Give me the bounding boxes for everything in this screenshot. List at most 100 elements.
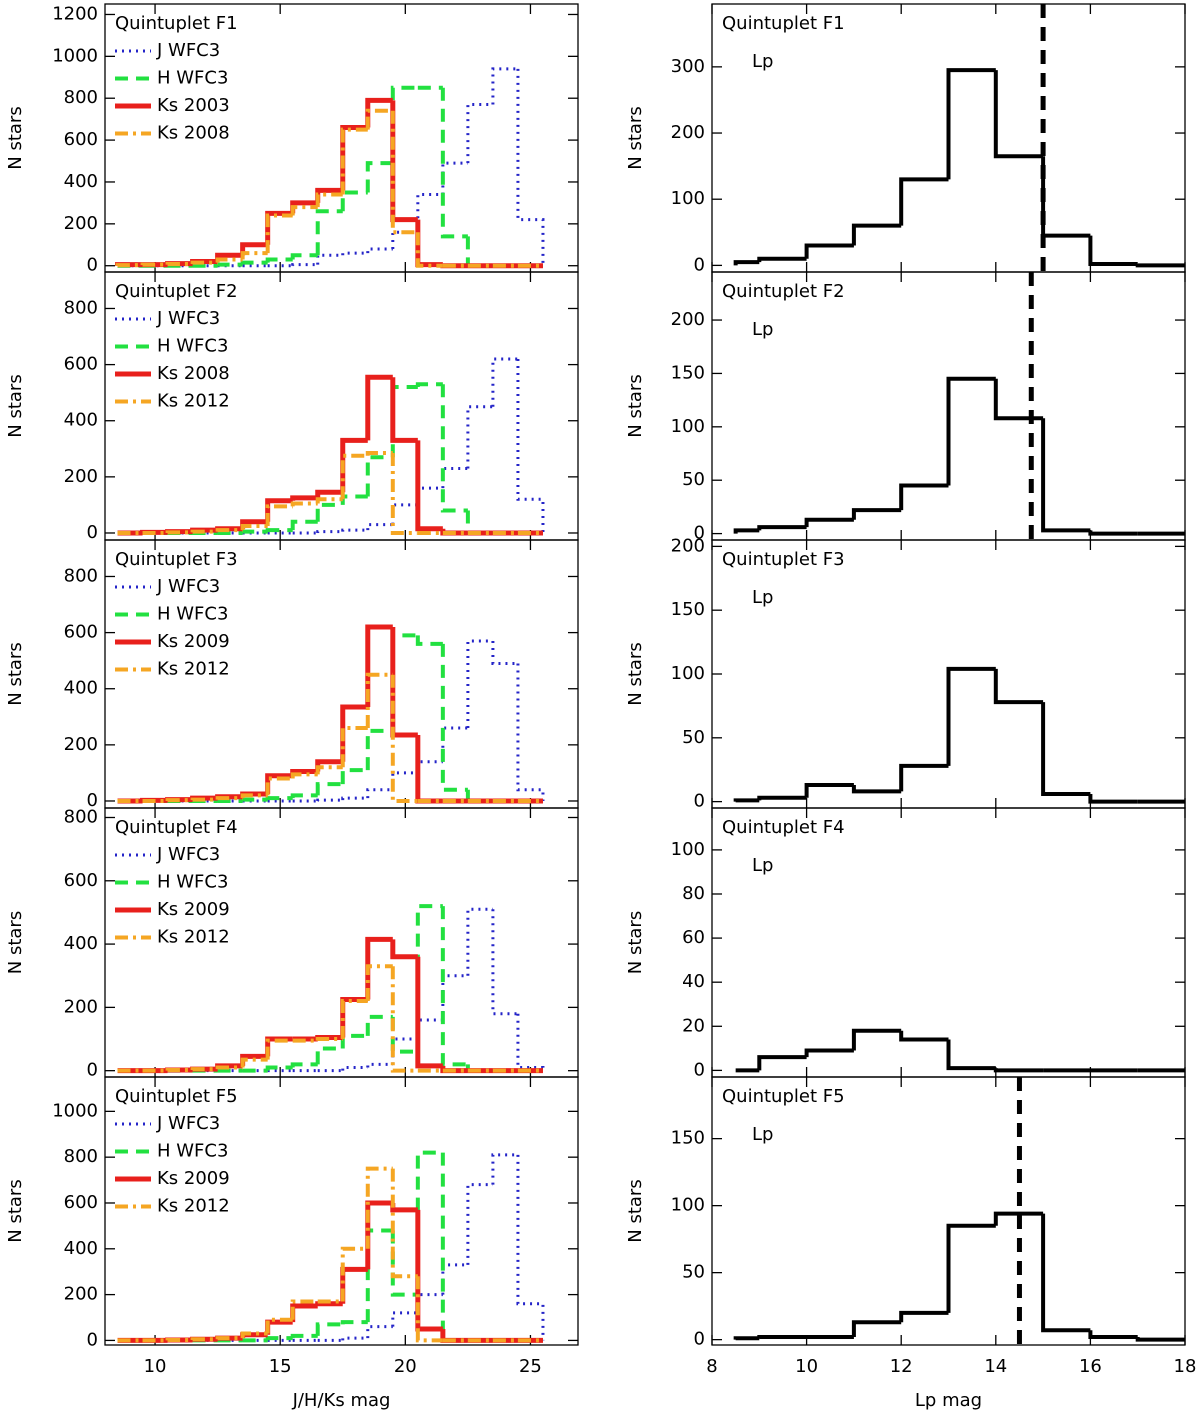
histogram-bin (993, 668, 1044, 705)
histogram-bin (946, 666, 996, 766)
histogram-bin (491, 357, 518, 407)
histogram-bin (265, 213, 293, 254)
panel-title: Quintuplet F1 (115, 13, 238, 34)
x-tick-label: 18 (1174, 1356, 1197, 1377)
y-tick-label: 400 (64, 410, 98, 431)
histogram-bin (391, 230, 418, 249)
y-tick-label: 400 (64, 678, 98, 699)
histogram-bin (441, 726, 468, 762)
histogram-bin (366, 1325, 393, 1339)
histogram-bin (290, 253, 318, 260)
y-tick-label: 600 (64, 354, 98, 375)
histogram-bin (466, 405, 493, 469)
histogram-bin (315, 489, 343, 498)
histogram-bin (365, 374, 393, 441)
histogram-bin (899, 1030, 949, 1042)
histogram-bin (390, 633, 418, 731)
histogram-bin (946, 68, 996, 180)
y-axis-label: N stars (5, 106, 26, 169)
histogram-bin (215, 1336, 243, 1341)
histogram-bin (993, 378, 1044, 421)
histogram-bin (365, 1228, 393, 1323)
histogram-bin (366, 1062, 393, 1068)
y-tick-label: 200 (671, 122, 705, 143)
histogram-bin (441, 161, 468, 195)
histogram-bin (441, 466, 468, 489)
legend-label: Ks 2003 (157, 95, 230, 116)
histogram-bin (851, 785, 902, 794)
panel-title: Quintuplet F4 (115, 817, 238, 838)
histogram-bin (851, 223, 902, 246)
histogram-bin (516, 1013, 545, 1071)
legend-label: Ks 2008 (157, 363, 230, 384)
histogram-bin (390, 385, 418, 458)
histogram-bin (190, 1067, 218, 1072)
y-tick-label: 0 (694, 791, 705, 812)
histogram-bin (290, 519, 318, 531)
histogram-bin (340, 437, 368, 493)
y-axis-label: N stars (5, 911, 26, 974)
histogram-bin (341, 528, 368, 532)
y-tick-label: 400 (64, 933, 98, 954)
histogram-bin (340, 704, 368, 762)
histogram-bin (365, 964, 393, 1002)
histogram-bin (416, 486, 443, 505)
histogram-bin (290, 495, 318, 501)
y-tick-label: 40 (682, 971, 705, 992)
histogram-bin (733, 798, 760, 803)
x-tick-label: 10 (795, 1356, 818, 1377)
histogram-bin (315, 1301, 343, 1307)
histogram-bin (215, 528, 243, 533)
histogram-bin (240, 797, 268, 802)
histogram-bin (365, 455, 393, 497)
histogram-bin (733, 528, 760, 534)
histogram-bin (290, 1062, 318, 1068)
histogram-bin (804, 783, 854, 798)
histogram-bin (265, 796, 293, 801)
y-tick-label: 150 (671, 599, 705, 620)
y-tick-label: 0 (694, 1329, 705, 1350)
histogram-bin (415, 635, 443, 646)
y-tick-label: 300 (671, 56, 705, 77)
histogram-bin (340, 190, 368, 212)
histogram-bin (290, 501, 318, 507)
y-tick-label: 1200 (52, 3, 98, 24)
histogram-bin (340, 1266, 368, 1304)
histogram-bin (240, 793, 268, 799)
histogram-bin (316, 530, 343, 534)
histogram-bin (390, 1202, 418, 1213)
histogram-bin (390, 100, 418, 223)
histogram-bin (215, 796, 243, 801)
histogram-bin (757, 525, 807, 531)
y-tick-label: 80 (682, 883, 705, 904)
legend-label: Ks 2008 (157, 123, 230, 144)
y-axis-label: N stars (625, 1179, 646, 1242)
histogram-bin (265, 1336, 293, 1341)
histogram-bin (165, 262, 193, 267)
histogram-bin (390, 1016, 418, 1054)
histogram-bin (390, 939, 418, 960)
histogram-bin (390, 674, 418, 803)
histogram-bin (391, 503, 418, 525)
panel-title: Quintuplet F2 (115, 281, 238, 302)
histogram-bin (491, 1153, 518, 1185)
histogram-bin (416, 193, 443, 233)
histogram-bin (851, 508, 902, 520)
y-tick-label: 50 (682, 727, 705, 748)
histogram-bin (165, 798, 193, 803)
histogram-bin (340, 125, 368, 191)
histogram-bin (365, 451, 393, 456)
histogram-bin (416, 1293, 443, 1313)
histogram-bin (415, 904, 443, 1052)
histogram-bin (341, 1066, 368, 1071)
x-tick-label: 10 (144, 1356, 167, 1377)
y-tick-label: 600 (64, 870, 98, 891)
histogram-bin (440, 906, 468, 1067)
histogram-bin (440, 528, 468, 536)
histogram-bin (265, 528, 293, 533)
x-tick-label: 8 (706, 1356, 717, 1377)
histogram-bin (1041, 702, 1091, 796)
histogram-bin (265, 1317, 293, 1334)
histogram-bin (851, 1320, 902, 1337)
